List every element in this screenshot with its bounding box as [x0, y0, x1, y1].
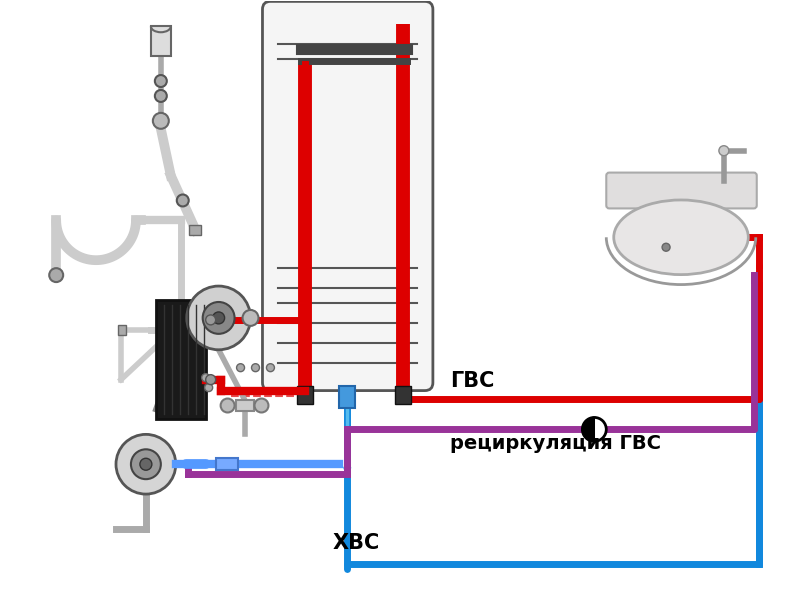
Bar	[216, 458, 238, 470]
Circle shape	[242, 310, 258, 326]
Bar	[156, 300, 206, 419]
Circle shape	[131, 449, 161, 479]
Bar	[151, 26, 170, 56]
Circle shape	[153, 113, 169, 129]
FancyBboxPatch shape	[262, 1, 433, 391]
Bar	[118, 325, 126, 335]
Text: ГВС: ГВС	[450, 371, 494, 391]
Circle shape	[155, 90, 167, 102]
Bar	[395, 386, 411, 404]
Bar	[298, 386, 314, 404]
Circle shape	[202, 374, 210, 382]
Circle shape	[719, 146, 729, 155]
Circle shape	[266, 364, 274, 371]
Circle shape	[213, 312, 225, 324]
Text: ХВС: ХВС	[332, 533, 379, 553]
Circle shape	[116, 434, 176, 494]
Circle shape	[205, 383, 213, 392]
Circle shape	[50, 268, 63, 282]
Ellipse shape	[614, 200, 748, 275]
Text: рециркуляция ГВС: рециркуляция ГВС	[450, 434, 661, 454]
Bar	[235, 400, 254, 412]
Circle shape	[140, 458, 152, 470]
Circle shape	[251, 364, 259, 371]
Circle shape	[202, 302, 234, 334]
Circle shape	[662, 243, 670, 251]
Circle shape	[254, 398, 269, 412]
Wedge shape	[582, 418, 594, 442]
Circle shape	[206, 374, 216, 385]
Circle shape	[237, 364, 245, 371]
Circle shape	[177, 194, 189, 206]
Circle shape	[206, 315, 216, 325]
Circle shape	[155, 75, 167, 87]
Circle shape	[582, 418, 606, 442]
Circle shape	[221, 398, 234, 412]
Bar	[189, 226, 201, 235]
FancyBboxPatch shape	[606, 173, 757, 208]
Circle shape	[186, 286, 250, 350]
Bar	[339, 386, 355, 407]
